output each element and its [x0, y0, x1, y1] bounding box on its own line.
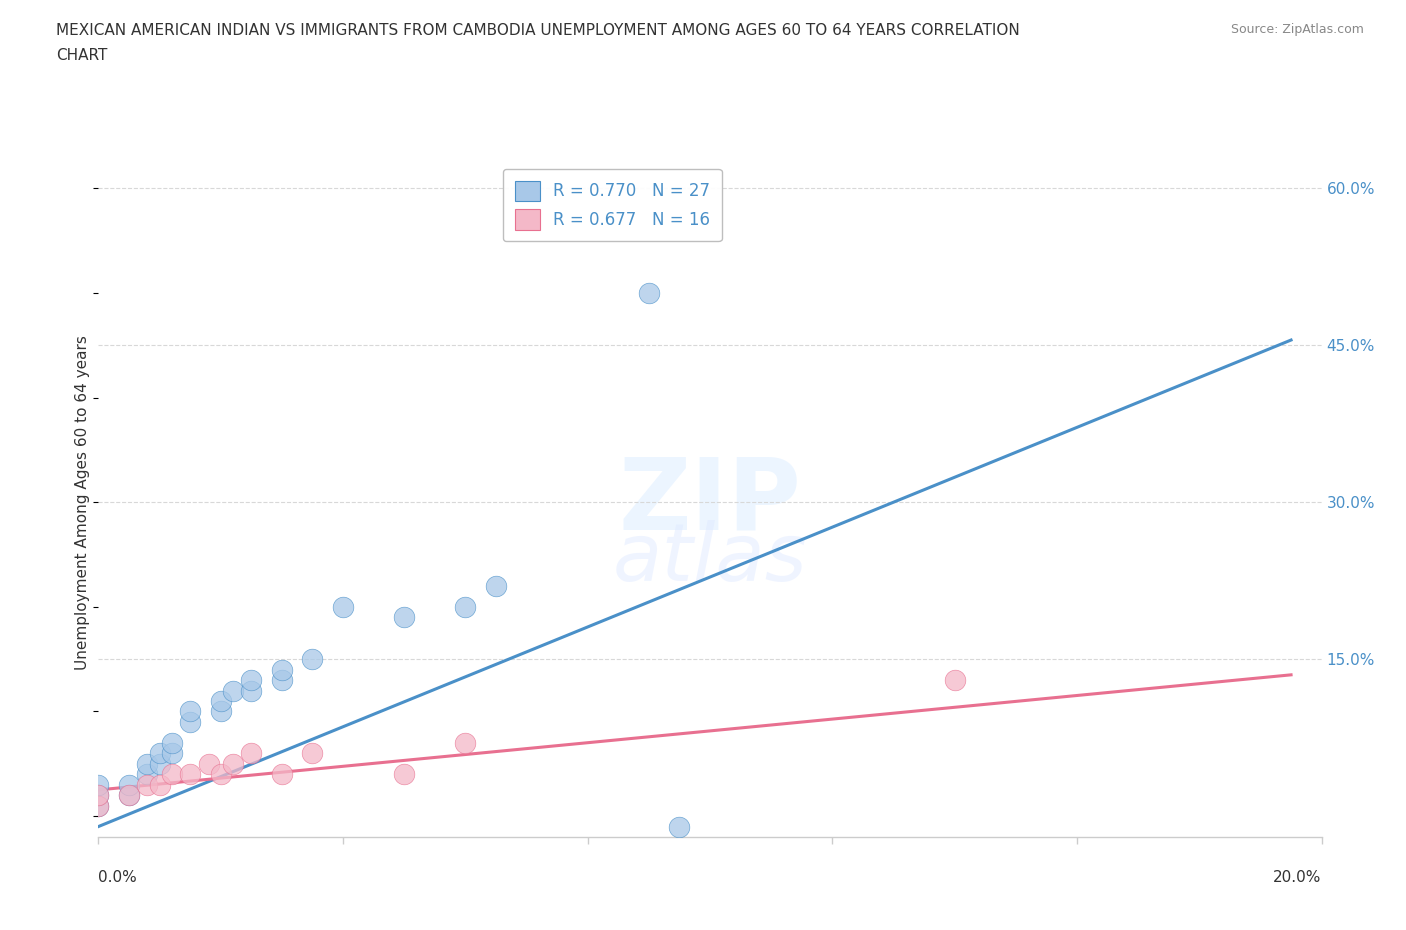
Point [637, 286, 661, 300]
Point [485, 578, 508, 593]
Point [270, 662, 292, 677]
Point [209, 694, 232, 709]
Point [87, 798, 110, 813]
Y-axis label: Unemployment Among Ages 60 to 64 years: Unemployment Among Ages 60 to 64 years [75, 335, 90, 670]
Legend: R = 0.770   N = 27, R = 0.677   N = 16: R = 0.770 N = 27, R = 0.677 N = 16 [503, 169, 721, 242]
Text: 0.0%: 0.0% [98, 870, 138, 884]
Point [149, 746, 172, 761]
Point [118, 788, 141, 803]
Point [149, 756, 172, 771]
Point [240, 672, 263, 687]
Point [179, 714, 201, 729]
Text: 20.0%: 20.0% [1274, 870, 1322, 884]
Point [270, 672, 292, 687]
Point [87, 777, 110, 792]
Point [136, 756, 159, 771]
Point [118, 788, 141, 803]
Text: atlas: atlas [613, 520, 807, 598]
Point [222, 756, 245, 771]
Point [392, 766, 416, 781]
Text: MEXICAN AMERICAN INDIAN VS IMMIGRANTS FROM CAMBODIA UNEMPLOYMENT AMONG AGES 60 T: MEXICAN AMERICAN INDIAN VS IMMIGRANTS FR… [56, 23, 1019, 38]
Point [222, 684, 245, 698]
Point [240, 684, 263, 698]
Text: ZIP: ZIP [619, 454, 801, 551]
Point [454, 600, 477, 615]
Point [160, 746, 183, 761]
Point [149, 777, 172, 792]
Point [197, 756, 219, 771]
Text: CHART: CHART [56, 48, 108, 63]
Point [454, 736, 477, 751]
Point [943, 672, 966, 687]
Point [301, 746, 323, 761]
Point [118, 777, 141, 792]
Point [136, 777, 159, 792]
Point [87, 798, 110, 813]
Text: Source: ZipAtlas.com: Source: ZipAtlas.com [1230, 23, 1364, 36]
Point [332, 600, 354, 615]
Point [240, 746, 263, 761]
Point [270, 766, 292, 781]
Point [209, 704, 232, 719]
Point [668, 819, 690, 834]
Point [179, 766, 201, 781]
Point [87, 788, 110, 803]
Point [136, 766, 159, 781]
Point [179, 704, 201, 719]
Point [392, 610, 416, 625]
Point [87, 788, 110, 803]
Point [160, 766, 183, 781]
Point [209, 766, 232, 781]
Point [301, 652, 323, 667]
Point [160, 736, 183, 751]
